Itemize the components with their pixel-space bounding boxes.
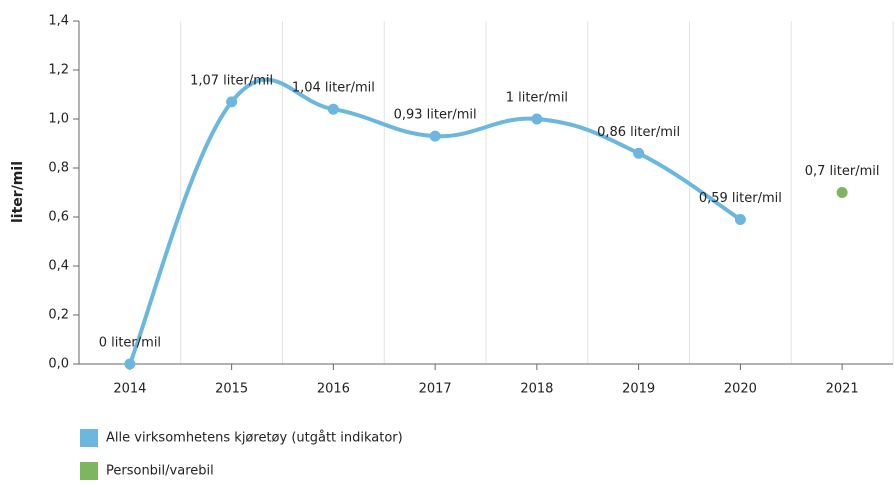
data-point <box>429 130 441 142</box>
data-point <box>633 147 645 159</box>
data-point <box>734 213 746 225</box>
legend-label: Personbil/varebil <box>106 464 214 479</box>
data-label: 1,07 liter/mil <box>190 73 273 88</box>
x-tick-label: 2019 <box>622 382 655 397</box>
data-label: 1,04 liter/mil <box>292 81 375 96</box>
data-label: 0,59 liter/mil <box>699 191 782 206</box>
y-tick-label: 1,4 <box>48 14 69 29</box>
y-tick-label: 0,4 <box>48 259 69 274</box>
x-tick-label: 2014 <box>113 382 146 397</box>
data-point <box>226 96 238 108</box>
data-point <box>531 113 543 125</box>
data-label: 0,86 liter/mil <box>597 125 680 140</box>
x-tick-label: 2018 <box>520 382 553 397</box>
data-label: 0,7 liter/mil <box>805 164 880 179</box>
data-point <box>836 187 848 198</box>
legend-label: Alle virksomhetens kjøretøy (utgått indi… <box>106 431 403 446</box>
y-tick-label: 0,2 <box>48 308 69 323</box>
y-tick-label: 0,8 <box>48 161 69 176</box>
y-axis-label: liter/mil <box>10 161 26 223</box>
legend-swatch <box>80 462 98 480</box>
data-label: 0,93 liter/mil <box>394 108 477 123</box>
x-tick-label: 2015 <box>215 382 248 397</box>
y-tick-label: 1,2 <box>48 63 69 78</box>
data-point <box>327 103 339 115</box>
data-label: 0 liter/mil <box>99 336 161 351</box>
x-tick-label: 2016 <box>317 382 350 397</box>
data-label: 1 liter/mil <box>506 91 568 106</box>
x-tick-label: 2021 <box>826 382 859 397</box>
data-point <box>124 358 136 370</box>
y-tick-label: 1,0 <box>48 112 69 127</box>
legend-swatch <box>80 429 98 447</box>
y-tick-label: 0,6 <box>48 210 69 225</box>
x-tick-label: 2017 <box>419 382 452 397</box>
x-tick-label: 2020 <box>724 382 757 397</box>
y-tick-label: 0,0 <box>48 357 69 372</box>
